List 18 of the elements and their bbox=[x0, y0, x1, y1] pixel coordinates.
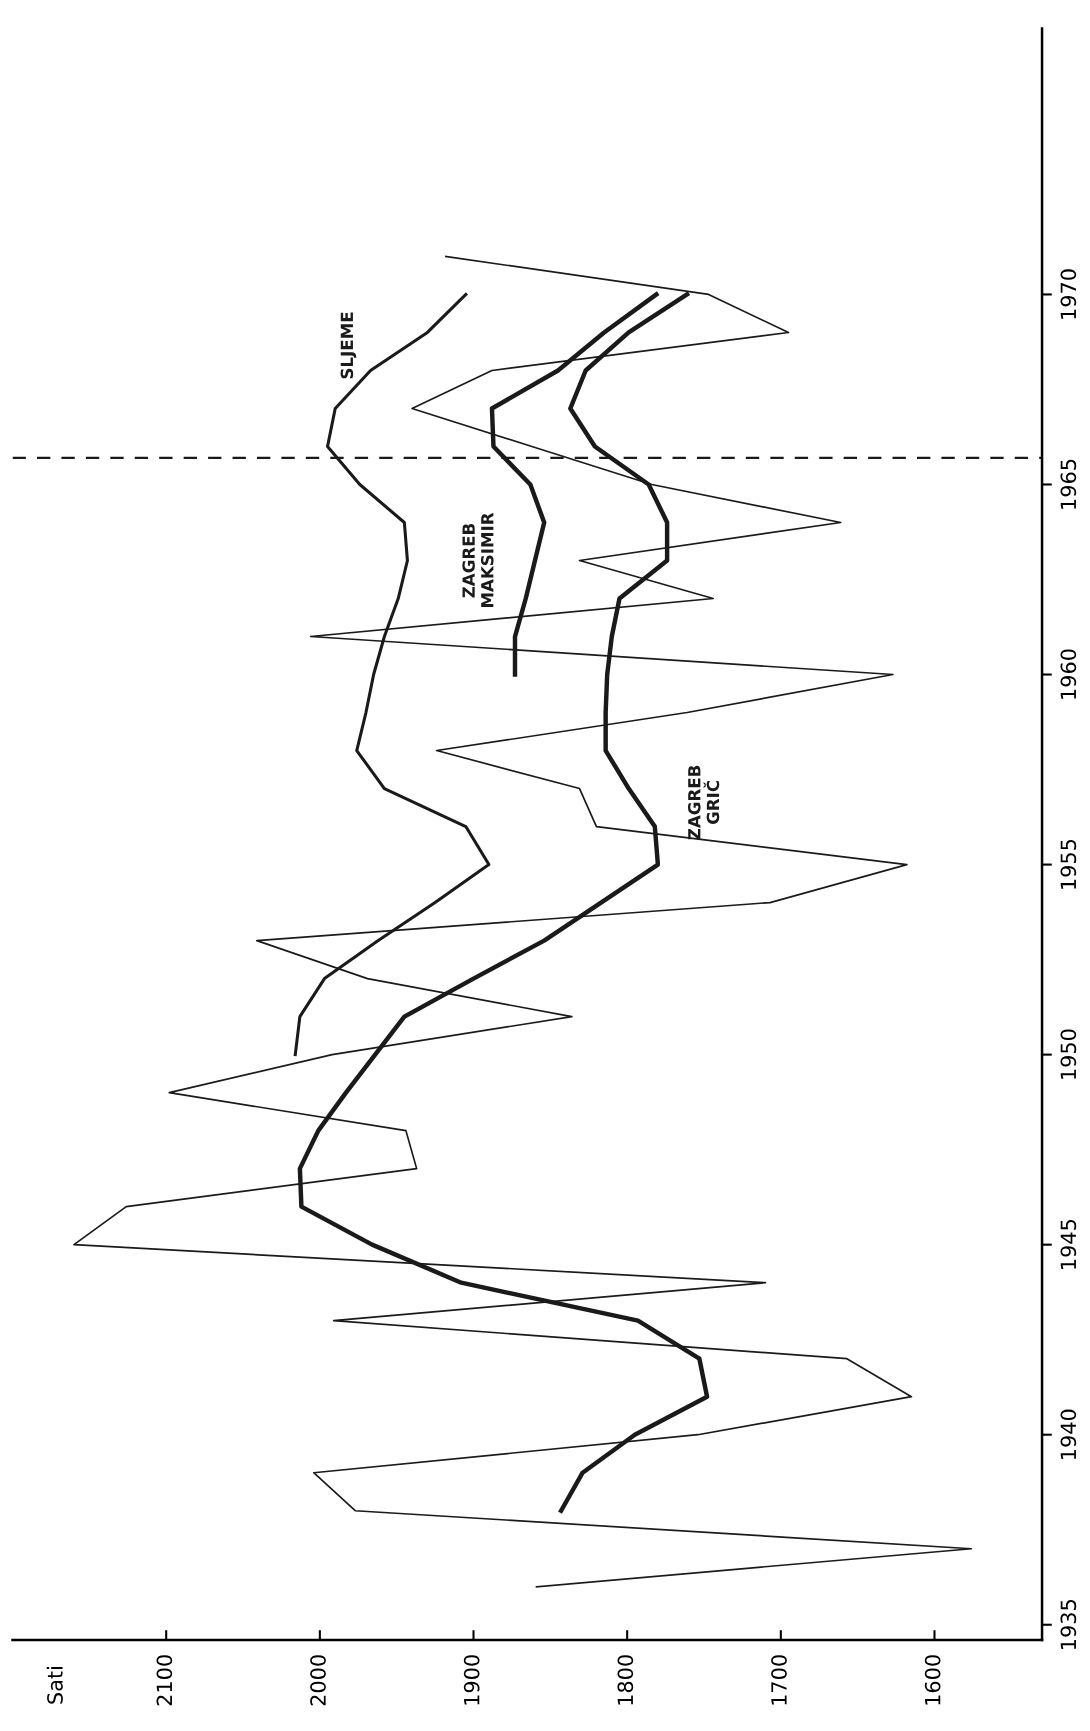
text: ZAGREB MAKSIMIR bbox=[462, 512, 494, 608]
y-tick-label: 1950 bbox=[1060, 1029, 1077, 1079]
y-tick-label: 1965 bbox=[1060, 459, 1077, 509]
x-tick-label: 1800 bbox=[617, 1655, 634, 1705]
text: ZAGREB GRIČ bbox=[687, 765, 720, 840]
x-tick-label: 1900 bbox=[463, 1655, 480, 1705]
y-tick-label: 1935 bbox=[1060, 1600, 1077, 1649]
x-tick-label: 1700 bbox=[771, 1655, 787, 1705]
y-tick-label: 1955 bbox=[1060, 839, 1077, 889]
x-tick-label: 1600 bbox=[924, 1655, 941, 1705]
text: Sati bbox=[46, 1667, 63, 1704]
y-tick-label: 1970 bbox=[1060, 269, 1077, 319]
x-tick-label: 2100 bbox=[156, 1655, 173, 1706]
y-tick-label: 1945 bbox=[1060, 1219, 1077, 1269]
x-tick-label: 2000 bbox=[310, 1655, 326, 1706]
y-tick-label: 1940 bbox=[1060, 1409, 1077, 1459]
text: SLJEME bbox=[340, 312, 357, 379]
y-tick-label: 1960 bbox=[1060, 649, 1077, 699]
